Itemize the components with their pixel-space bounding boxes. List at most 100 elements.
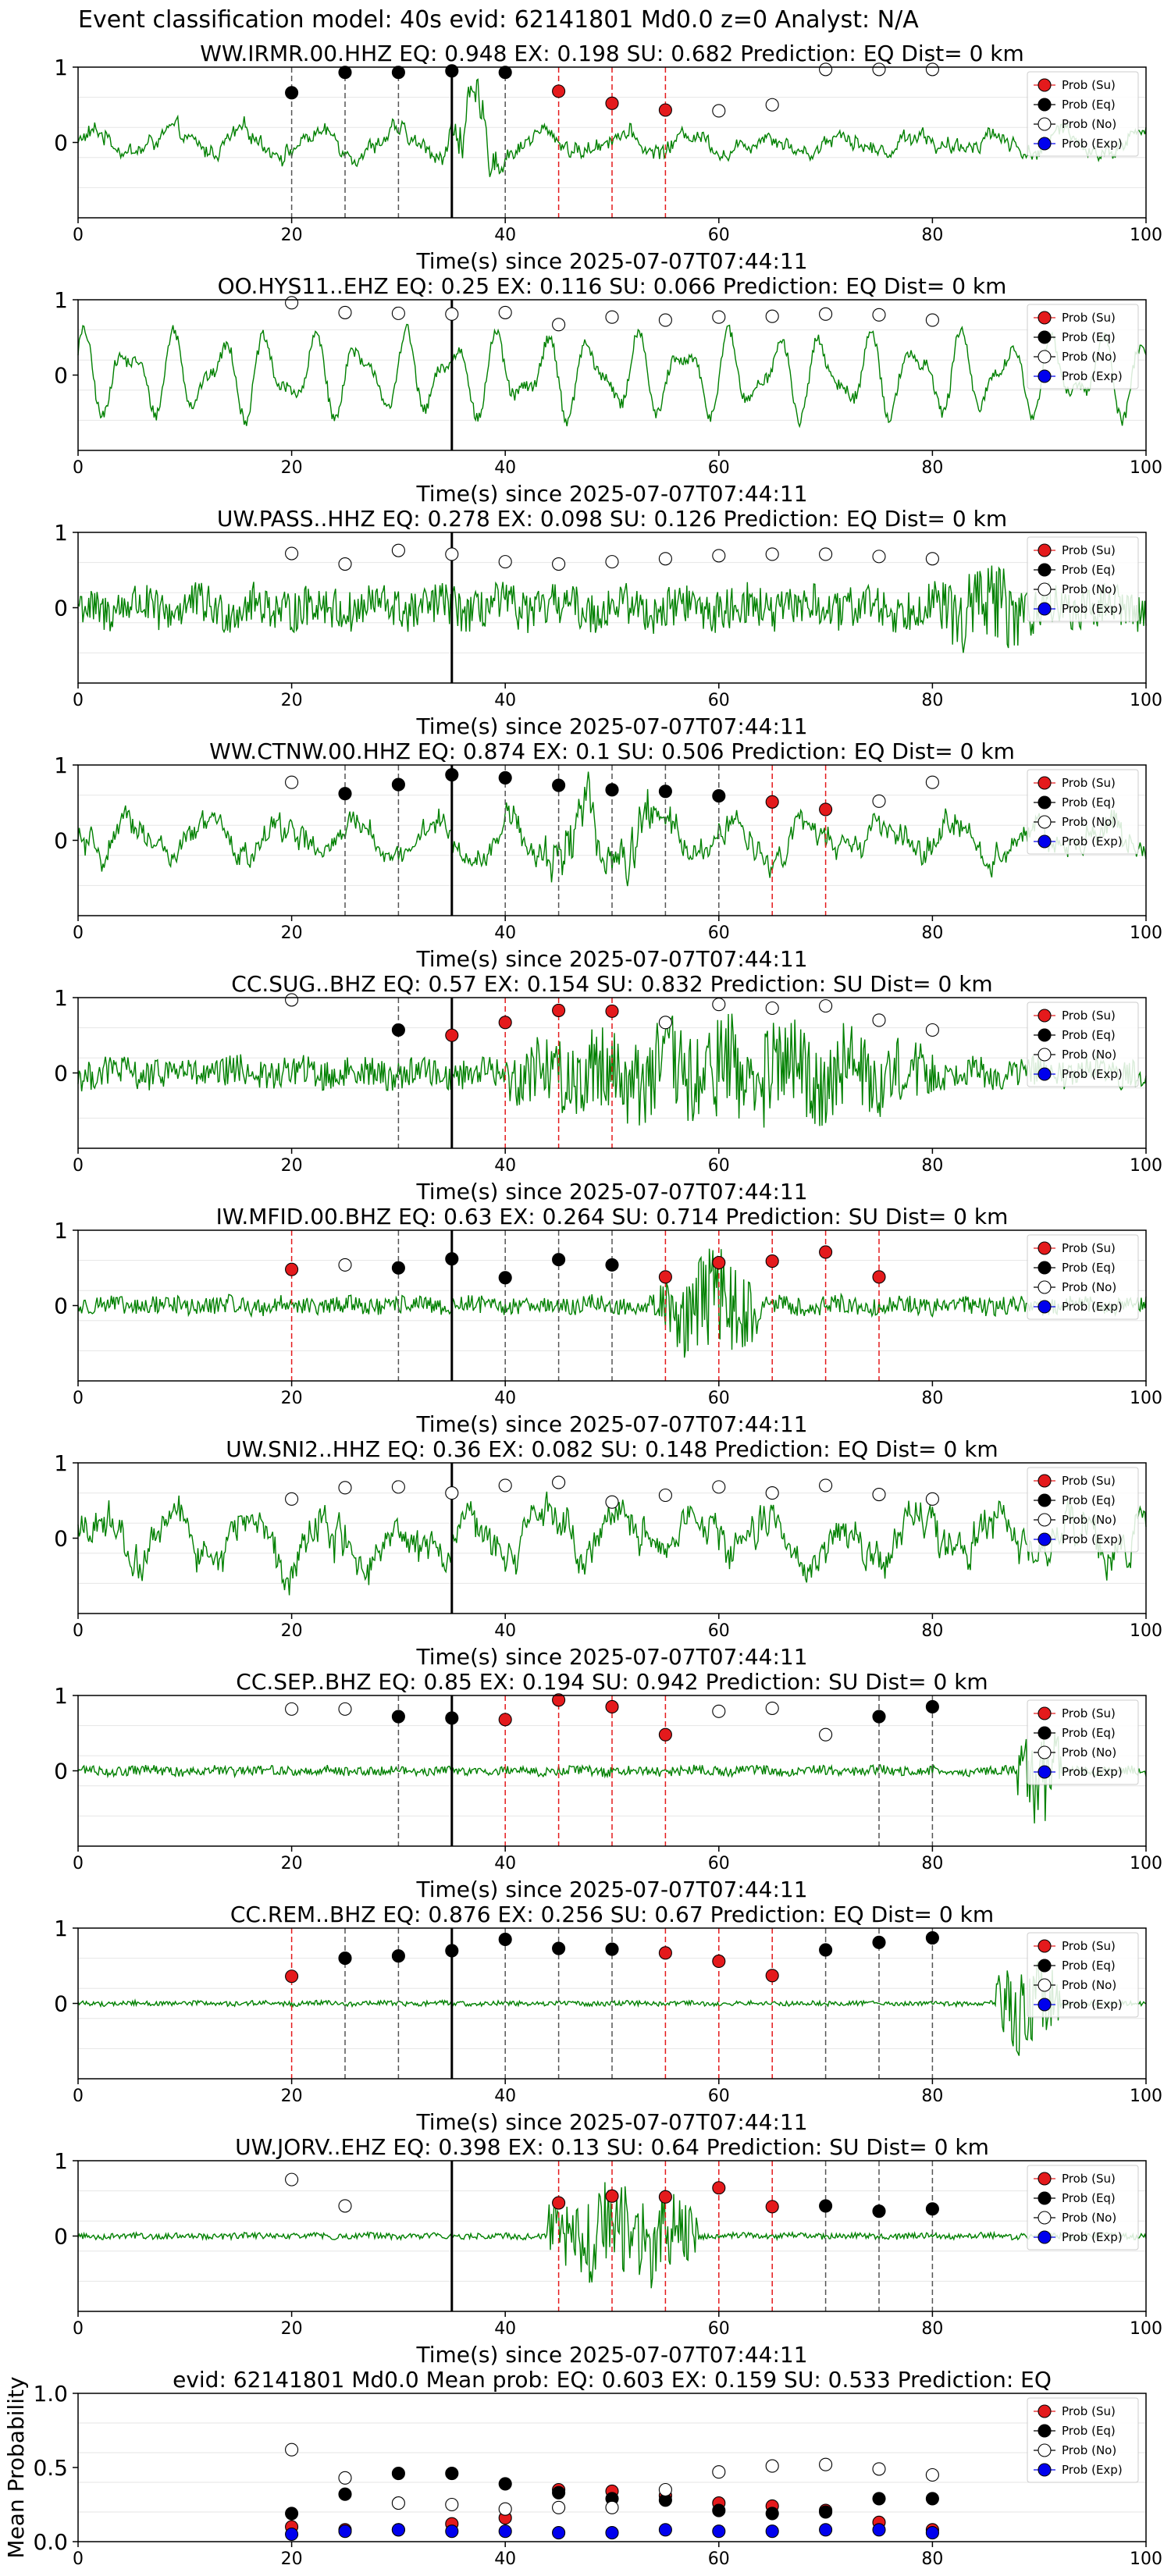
legend-label-exp: Prob (Exp)	[1062, 2463, 1123, 2477]
prob-point-eq	[872, 2204, 886, 2218]
prob-point-su	[658, 2190, 672, 2204]
prob-point-no	[658, 1016, 672, 1030]
legend-marker-eq	[1038, 563, 1052, 577]
prob-point-no	[605, 310, 619, 324]
panel-4: CC.SUG..BHZ EQ: 0.57 EX: 0.154 SU: 0.832…	[54, 971, 1162, 1204]
prob-point-no	[872, 62, 886, 76]
prob-point-eq	[712, 789, 726, 803]
prob-point-no	[819, 999, 833, 1013]
mean-prob-point-exp	[712, 2524, 726, 2539]
legend-label-no: Prob (No)	[1062, 350, 1116, 364]
prob-point-no	[338, 557, 352, 571]
legend-box	[1027, 71, 1139, 157]
prob-point-su	[872, 1270, 886, 1284]
prob-point-eq	[338, 1952, 352, 1966]
legend-marker-exp	[1038, 1998, 1052, 2012]
prob-point-eq	[391, 777, 405, 792]
prob-point-su	[765, 1254, 779, 1268]
x-tick-label: 100	[1130, 923, 1162, 943]
prob-point-su	[605, 96, 619, 110]
panel-title: IW.MFID.00.BHZ EQ: 0.63 EX: 0.264 SU: 0.…	[216, 1204, 1009, 1229]
legend-label-exp: Prob (Exp)	[1062, 137, 1123, 151]
y-tick-label: 0	[54, 1061, 68, 1087]
x-tick-label: 20	[281, 2319, 303, 2339]
x-axis-label: Time(s) since 2025-07-07T07:44:11	[415, 2109, 807, 2135]
prob-point-no	[338, 1702, 352, 1716]
prob-point-eq	[498, 66, 512, 80]
prob-point-no	[391, 1480, 405, 1494]
prob-point-no	[712, 1480, 726, 1494]
prob-point-eq	[391, 1710, 405, 1724]
panel-title: UW.SNI2..HHZ EQ: 0.36 EX: 0.082 SU: 0.14…	[226, 1436, 998, 1462]
legend-label-su: Prob (Su)	[1062, 311, 1116, 325]
prob-point-no	[872, 794, 886, 808]
legend-marker-eq	[1038, 1261, 1052, 1275]
x-tick-label: 0	[73, 1389, 84, 1408]
legend-marker-exp	[1038, 1067, 1052, 1081]
legend-label-eq: Prob (Eq)	[1062, 1261, 1116, 1275]
x-tick-label: 40	[494, 2319, 516, 2339]
prob-point-su	[765, 795, 779, 809]
x-tick-label: 0	[73, 1854, 84, 1873]
y-tick-label: 0.0	[33, 2529, 68, 2555]
prob-point-eq	[445, 64, 459, 78]
x-tick-label: 80	[921, 458, 943, 478]
prob-point-su	[552, 2196, 566, 2210]
legend-label-no: Prob (No)	[1062, 117, 1116, 131]
legend-label-su: Prob (Su)	[1062, 1009, 1116, 1023]
prob-point-no	[658, 313, 672, 327]
legend-marker-no	[1038, 815, 1052, 829]
x-tick-label: 20	[281, 2087, 303, 2106]
prob-point-no	[872, 550, 886, 564]
y-tick-label: 0.5	[33, 2455, 68, 2481]
x-tick-label: 80	[921, 1389, 943, 1408]
prob-point-no	[872, 308, 886, 322]
prob-point-eq	[552, 778, 566, 792]
x-tick-label: 60	[708, 2549, 730, 2569]
legend-box	[1027, 1002, 1139, 1087]
x-tick-label: 40	[494, 458, 516, 478]
legend-box	[1027, 1699, 1139, 1785]
x-tick-label: 20	[281, 226, 303, 245]
panel-8: CC.REM..BHZ EQ: 0.876 EX: 0.256 SU: 0.67…	[54, 1902, 1162, 2135]
legend-marker-su	[1038, 1706, 1052, 1720]
legend-marker-eq	[1038, 330, 1052, 344]
prob-point-no	[285, 1492, 299, 1506]
mean-prob-point-eq	[765, 2507, 779, 2521]
panel-9: UW.JORV..EHZ EQ: 0.398 EX: 0.13 SU: 0.64…	[54, 2134, 1162, 2368]
prob-point-no	[498, 1478, 512, 1493]
x-axis-label: Time(s) since 2025-07-07T07:44:11	[415, 1179, 807, 1204]
legend-label-no: Prob (No)	[1062, 815, 1116, 829]
legend-marker-su	[1038, 78, 1052, 92]
panel-3: WW.CTNW.00.HHZ EQ: 0.874 EX: 0.1 SU: 0.5…	[54, 738, 1162, 972]
prob-point-no	[285, 296, 299, 310]
prob-point-eq	[552, 1941, 566, 1955]
x-tick-label: 100	[1130, 1621, 1162, 1641]
mean-prob-point-no	[819, 2457, 833, 2471]
legend-label-eq: Prob (Eq)	[1062, 1028, 1116, 1042]
mean-prob-point-no	[872, 2462, 886, 2476]
y-tick-label: 0	[54, 1991, 68, 2017]
mean-prob-point-exp	[552, 2526, 566, 2540]
x-tick-label: 20	[281, 923, 303, 943]
prob-point-no	[765, 1001, 779, 1016]
waveform-trace	[77, 1491, 1147, 1596]
prob-point-no	[285, 2172, 299, 2186]
x-axis-label: Time(s) since 2025-07-07T07:44:11	[415, 248, 807, 274]
prob-point-eq	[605, 1258, 619, 1272]
legend-marker-eq	[1038, 1028, 1052, 1042]
legend-label-exp: Prob (Exp)	[1062, 1067, 1123, 1081]
prob-point-no	[285, 546, 299, 560]
prob-point-eq	[338, 66, 352, 80]
legend-label-su: Prob (Su)	[1062, 2404, 1116, 2418]
y-tick-label: 1	[54, 55, 68, 80]
prob-point-su	[765, 1969, 779, 1983]
legend-box	[1027, 769, 1139, 855]
legend-marker-exp	[1038, 602, 1052, 616]
x-tick-label: 100	[1130, 1389, 1162, 1408]
mean-prob-point-eq	[498, 2477, 512, 2491]
legend-box	[1027, 536, 1139, 622]
prob-point-su	[285, 1262, 299, 1276]
mean-prob-point-exp	[658, 2523, 672, 2537]
legend-label-no: Prob (No)	[1062, 1513, 1116, 1527]
